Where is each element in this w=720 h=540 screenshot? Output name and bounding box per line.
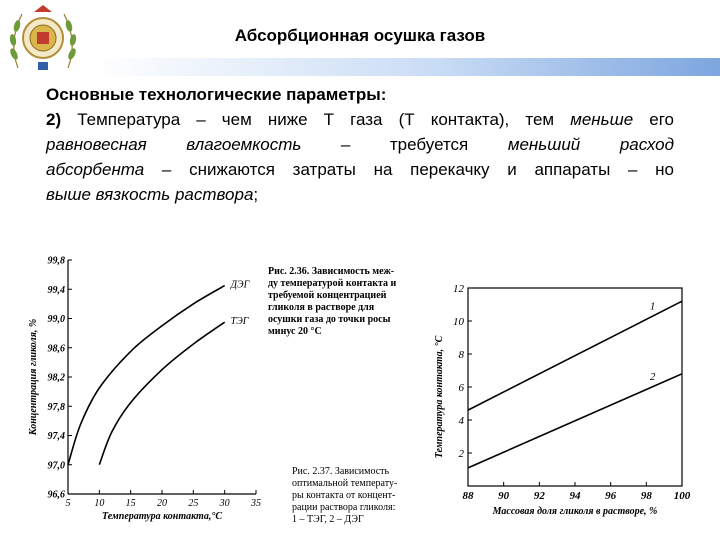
caption-line: Рис. 2.37. Зависимость: [292, 466, 390, 477]
body-line-2: равновесная влагоемкость – требуется мен…: [46, 132, 674, 157]
text-run: Температура – чем ниже Т газа (Т контакт…: [61, 110, 571, 129]
body-line-4: выше вязкость раствора;: [46, 182, 674, 207]
series-line: [467, 373, 683, 469]
series-label: ТЭГ: [231, 316, 249, 327]
y-tick-label: 6: [459, 382, 465, 394]
x-tick-label: 30: [219, 498, 230, 509]
text-run: меньший расход: [507, 135, 675, 154]
y-tick-label: 98,2: [48, 373, 66, 384]
section-heading: Основные технологические параметры:: [46, 85, 387, 104]
y-tick-label: 8: [459, 349, 465, 361]
y-tick-label: 99,4: [48, 285, 66, 296]
series-label: 1: [650, 301, 656, 313]
text-run: ;: [253, 185, 259, 204]
x-tick-label: 25: [188, 498, 198, 509]
text-run: выше вязкость раствора: [46, 185, 254, 204]
y-tick-label: 12: [453, 283, 465, 295]
line-1-runs: Температура – чем ниже Т газа (Т контакт…: [61, 110, 674, 129]
x-tick-label: 88: [463, 490, 475, 502]
x-tick-label: 35: [250, 498, 261, 509]
x-tick-label: 10: [94, 498, 104, 509]
y-axis-label: Температура контакта, °С: [434, 335, 445, 458]
y-tick-label: 4: [459, 415, 465, 427]
y-tick-label: 97,8: [48, 402, 66, 413]
x-tick-label: 98: [641, 490, 653, 502]
y-tick-label: 99,8: [48, 256, 66, 267]
figure-1-caption: Рис. 2.36. Зависимость меж-ду температур…: [268, 266, 420, 338]
caption-line: осушки газа до точки росы: [268, 314, 391, 325]
university-emblem-icon: [9, 5, 77, 70]
x-tick-label: 100: [674, 490, 691, 502]
y-tick-label: 99,0: [48, 314, 66, 325]
series-label: 2: [650, 371, 656, 383]
caption-line: 1 – ТЭГ, 2 – ДЭГ: [292, 514, 364, 525]
y-tick-label: 97,0: [48, 460, 66, 471]
slide-header: Абсорбционная осушка газов: [0, 0, 720, 78]
y-tick-label: 96,6: [48, 490, 66, 501]
caption-line: требуемой концентрацией: [268, 290, 387, 301]
x-tick-label: 90: [498, 490, 510, 502]
slide-title: Абсорбционная осушка газов: [234, 26, 486, 45]
caption-line: гликоля в растворе для: [268, 302, 375, 313]
y-tick-label: 2: [459, 448, 465, 460]
series-line: [467, 300, 683, 411]
body-line-1: 2) Температура – чем ниже Т газа (Т конт…: [46, 107, 674, 132]
figure-glycol-concentration-chart: 96,6 97,0 97,4 97,8 98,2 98,6 99,0 99,4 99,8 5 10 1…: [28, 256, 261, 523]
x-tick-label: 92: [534, 490, 546, 502]
x-tick-label: 94: [570, 490, 582, 502]
x-axis-label: Массовая доля гликоля в растворе, %: [492, 506, 658, 517]
slide-body: Основные технологические параметры: 2) Т…: [46, 82, 674, 207]
series-label: ДЭГ: [230, 280, 250, 291]
caption-line: ду температурой контакта и: [268, 278, 397, 289]
item-number: 2): [46, 110, 62, 129]
figure-2-caption: Рис. 2.37. Зависимость оптимальной темпер…: [292, 466, 422, 526]
caption-line: рации раствора гликоля:: [292, 502, 396, 513]
x-axis-label: Температура контакта,°С: [102, 511, 222, 522]
header-gradient-band: [92, 58, 720, 76]
caption-line: оптимальной температу-: [292, 478, 398, 489]
caption-line: минус 20 °C: [268, 326, 322, 337]
text-run: равновесная влагоемкость: [46, 135, 302, 154]
text-run: его: [633, 110, 674, 129]
series-line: [67, 284, 226, 465]
text-run: меньше: [570, 110, 634, 129]
series-line: [98, 321, 226, 465]
x-tick-label: 5: [66, 498, 71, 509]
caption-line: ры контакта от концент-: [292, 490, 396, 501]
x-tick-label: 15: [126, 498, 136, 509]
text-run: – снижаются затраты на перекачку и аппар…: [144, 160, 674, 179]
y-tick-label: 97,4: [48, 431, 66, 442]
caption-line: Рис. 2.36. Зависимость меж-: [268, 266, 395, 277]
y-tick-label: 98,6: [48, 343, 66, 354]
y-axis-label: Концентрация гликоля, %: [28, 319, 39, 436]
x-tick-label: 96: [605, 490, 617, 502]
text-run: абсорбента: [46, 160, 145, 179]
y-tick-label: 10: [453, 316, 465, 328]
body-line-3: абсорбента – снижаются затраты на перека…: [46, 157, 674, 182]
x-tick-label: 20: [157, 498, 167, 509]
text-run: – требуется: [301, 135, 508, 154]
